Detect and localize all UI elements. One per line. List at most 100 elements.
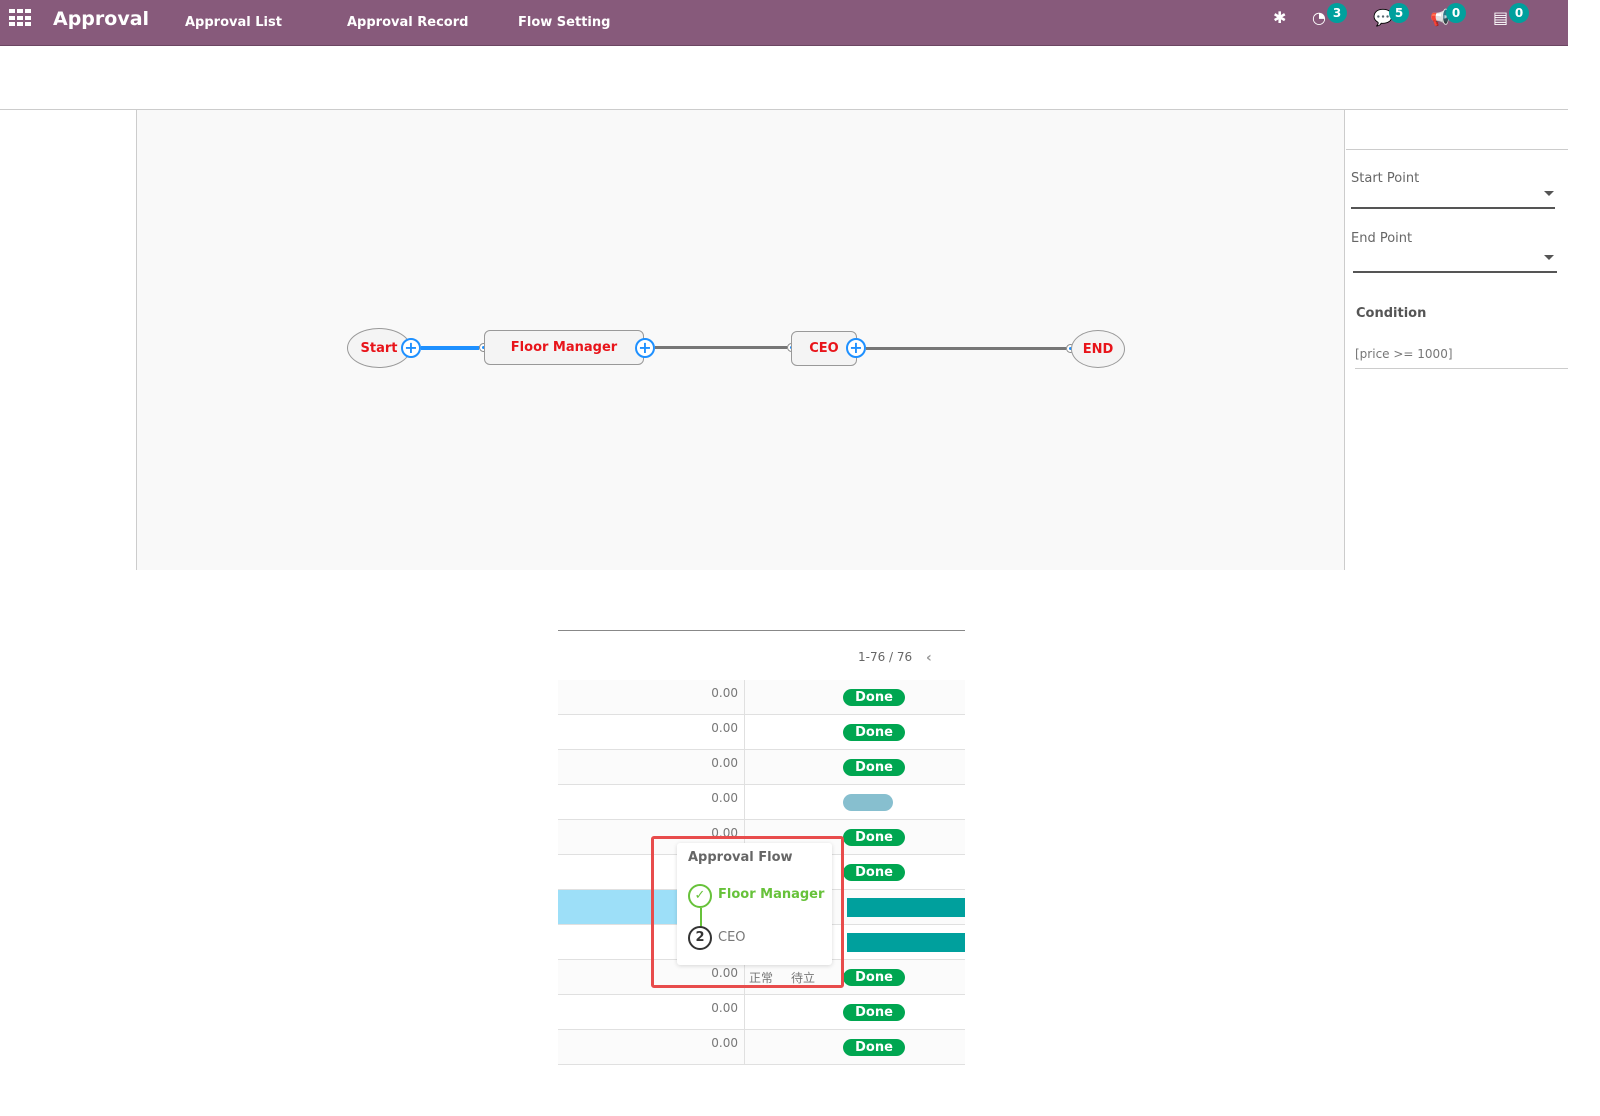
status-cell xyxy=(825,785,965,819)
megaphone-icon[interactable]: 📢 xyxy=(1430,8,1450,27)
node-start-label: Start xyxy=(360,340,398,356)
apps-menu-icon[interactable] xyxy=(9,9,31,27)
amount-cell: 0.00 xyxy=(711,686,738,700)
node-floor-manager[interactable]: Floor Manager xyxy=(484,330,644,365)
status-badge: Done xyxy=(843,759,905,776)
chevron-down-icon[interactable] xyxy=(1544,255,1554,260)
activity-count-badge: 3 xyxy=(1327,3,1347,23)
status-bar xyxy=(847,898,965,917)
status-badge: Done xyxy=(843,689,905,706)
status-badge: Done xyxy=(843,829,905,846)
table-cell xyxy=(558,715,630,749)
highlight-annotation-box xyxy=(651,836,844,988)
table-row[interactable]: 0.00正常待立项Done xyxy=(558,960,965,1021)
status-badge: Done xyxy=(843,1004,905,1021)
pager-value[interactable]: 1-76 / 76 xyxy=(858,650,913,664)
divider xyxy=(0,109,1568,110)
divider xyxy=(558,630,965,631)
condition-input[interactable]: [price >= 1000] xyxy=(1355,347,1568,369)
top-navbar: Approval Approval List Approval Record F… xyxy=(0,0,1568,46)
state-cell xyxy=(744,750,816,784)
edge-start-floor-manager[interactable] xyxy=(421,346,479,350)
megaphone-count-badge: 0 xyxy=(1446,3,1466,23)
table-cell xyxy=(558,925,630,959)
menu-approval-record[interactable]: Approval Record xyxy=(347,15,469,30)
amount-cell: 0.00 xyxy=(711,1001,738,1015)
amount-cell: 0.00 xyxy=(711,791,738,805)
status-badge: Done xyxy=(843,969,905,986)
amount-cell: 0.00 xyxy=(711,756,738,770)
table-row[interactable]: 0.00 Done xyxy=(558,750,965,785)
start-point-select[interactable] xyxy=(1351,207,1555,209)
node-floor-manager-label: Floor Manager xyxy=(510,340,618,355)
chevron-down-icon[interactable] xyxy=(1544,191,1554,196)
status-badge: Done xyxy=(843,1039,905,1056)
table-row[interactable]: 0.00 Done xyxy=(558,680,965,715)
pager-previous-icon[interactable]: ‹ xyxy=(926,650,932,666)
table-row[interactable]: 0.00 Done xyxy=(558,715,965,750)
chat-icon[interactable]: 💬 xyxy=(1373,8,1393,27)
bug-icon[interactable]: ✱ xyxy=(1273,8,1287,27)
state-text: 正常 xyxy=(749,971,774,985)
step-ceo: CEO xyxy=(718,930,746,945)
start-point-label: Start Point xyxy=(1351,171,1420,186)
node-ceo-label: CEO xyxy=(809,341,839,356)
status-cell: Done xyxy=(825,855,965,889)
table-cell xyxy=(558,750,630,784)
edge-ceo-end[interactable] xyxy=(866,347,1066,350)
add-after-start-icon[interactable]: + xyxy=(401,338,421,358)
approval-flow-tooltip: Approval Flow ✓ Floor Manager 2 CEO xyxy=(677,843,832,965)
status-cell: Done xyxy=(825,1030,965,1064)
status-badge: Done xyxy=(843,864,905,881)
menu-flow-setting[interactable]: Flow Setting xyxy=(518,15,611,30)
tooltip-title: Approval Flow xyxy=(688,850,793,865)
task-count-badge: 0 xyxy=(1509,3,1529,23)
node-start[interactable]: Start xyxy=(347,328,411,368)
menu-approval-list[interactable]: Approval List xyxy=(185,15,282,30)
activity-clock-icon[interactable]: ◔ xyxy=(1312,8,1326,27)
table-row[interactable]: 0.00 xyxy=(558,785,965,820)
edge-floor-manager-ceo[interactable] xyxy=(655,346,787,349)
state-cell xyxy=(744,715,816,749)
add-after-ceo-icon[interactable]: + xyxy=(846,338,866,358)
divider xyxy=(1346,149,1568,150)
table-row[interactable]: 0.00 Done xyxy=(558,995,965,1030)
add-after-floor-manager-icon[interactable]: + xyxy=(635,338,655,358)
table-row[interactable]: 0.00 Done xyxy=(558,1030,965,1065)
end-point-select[interactable] xyxy=(1353,271,1557,273)
status-badge: Done xyxy=(843,724,905,741)
table-cell xyxy=(558,785,630,819)
state-cell xyxy=(744,680,816,714)
condition-label: Condition xyxy=(1356,306,1427,321)
end-point-label: End Point xyxy=(1351,231,1413,246)
table-cell xyxy=(558,890,630,924)
table-cell xyxy=(558,995,630,1029)
status-cell xyxy=(825,890,965,924)
step-floor-manager: Floor Manager xyxy=(718,887,825,902)
state-cell xyxy=(744,1030,816,1064)
status-cell: Done xyxy=(825,750,965,784)
task-list-icon[interactable]: ▤ xyxy=(1493,8,1509,27)
chat-count-badge: 5 xyxy=(1389,3,1409,23)
check-icon: ✓ xyxy=(688,884,712,908)
status-cell: Done xyxy=(825,715,965,749)
table-cell xyxy=(558,680,630,714)
state-cell xyxy=(744,785,816,819)
step-number-icon: 2 xyxy=(688,926,712,950)
node-end[interactable]: END xyxy=(1071,330,1125,368)
table-cell xyxy=(558,855,630,889)
step-connector xyxy=(700,908,702,928)
table-cell xyxy=(558,820,630,854)
state-cell xyxy=(744,995,816,1029)
status-cell xyxy=(825,925,965,959)
status-cell: Done xyxy=(825,960,965,994)
status-cell: Done xyxy=(825,680,965,714)
app-brand[interactable]: Approval xyxy=(53,8,150,30)
flow-canvas[interactable]: Start + Floor Manager + CEO + END xyxy=(136,110,1345,570)
status-cell: Done xyxy=(825,820,965,854)
node-end-label: END xyxy=(1082,341,1114,357)
properties-panel: Start Point End Point Condition [price >… xyxy=(1346,110,1568,570)
amount-cell: 0.00 xyxy=(711,721,738,735)
status-bar xyxy=(847,933,965,952)
amount-cell: 0.00 xyxy=(711,1036,738,1050)
